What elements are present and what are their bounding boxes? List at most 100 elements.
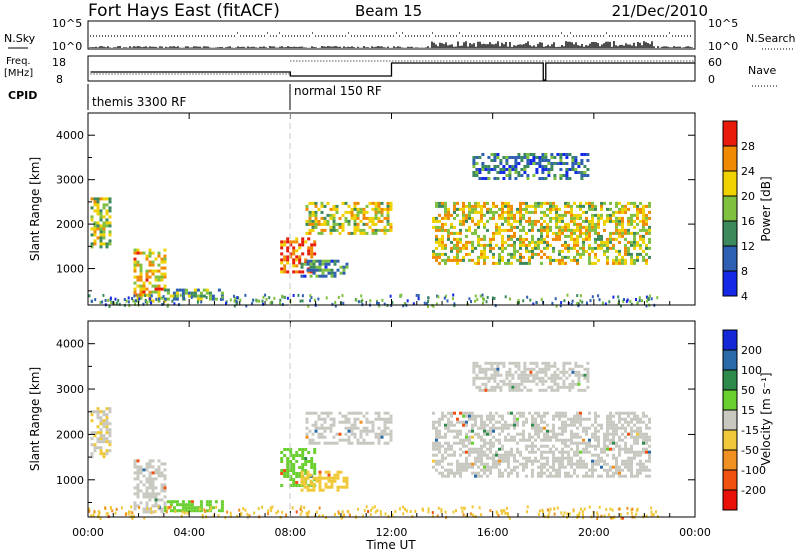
echo-cell [145,486,149,490]
echo-cell [561,219,564,223]
echo-cell [480,243,483,247]
echo-cell [311,411,315,415]
echo-cell [597,474,600,478]
echo-cell [365,432,369,436]
echo-cell [208,291,212,295]
echo-cell [519,213,522,217]
echo-cell [157,287,161,291]
echo-cell [447,216,450,220]
echo-cell [556,382,560,386]
echo-cell [555,411,558,415]
echo-cell [459,441,462,445]
scatter-cell [522,299,525,303]
echo-cell [330,274,334,278]
echo-cell [528,255,531,259]
echo-cell [573,201,576,205]
echo-cell [519,240,522,244]
echo-cell [329,213,333,217]
echo-cell [538,162,542,165]
echo-cell [139,501,143,505]
echo-cell [324,485,328,489]
echo-cell [447,255,450,259]
echo-cell [576,459,579,463]
echo-cell [546,474,549,478]
echo-cell [347,204,351,208]
echo-cell [336,473,340,477]
echo-cell [368,441,372,445]
echo-cell [377,201,381,205]
echo-cell [642,225,645,229]
echo-cell [105,245,109,249]
scatter-cell [299,507,302,511]
echo-cell [377,219,381,223]
echo-cell [514,168,518,171]
scatter-cell [233,299,236,303]
echo-cell [475,162,479,165]
velocity-colorbar-swatch [723,330,737,351]
echo-cell [318,479,322,483]
echo-cell [553,373,557,377]
scatter-cell [436,302,438,306]
echo-cell [532,379,536,383]
echo-cell [300,476,304,480]
echo-cell [501,240,504,244]
beam-label: Beam 15 [355,2,422,20]
echo-cell [630,444,633,448]
echo-cell [347,210,351,214]
echo-cell [579,417,582,421]
echo-cell [570,231,573,235]
echo-cell [99,428,103,432]
echo-cell [353,207,357,211]
echo-cell [105,212,109,216]
echo-cell [561,420,564,424]
echo-cell [211,297,215,301]
echo-cell [630,435,633,439]
echo-cell [474,207,477,211]
echo-cell [531,435,534,439]
echo-cell [594,237,597,241]
echo-cell [154,471,158,475]
echo-cell [496,165,500,168]
echo-cell [648,456,651,460]
echo-cell [481,165,485,168]
scatter-cell [609,507,612,511]
echo-cell [295,454,299,457]
echo-cell [96,446,100,450]
echo-cell [386,222,390,226]
echo-cell [549,447,552,451]
echo-cell [495,231,498,235]
echo-region-4 [300,259,349,278]
echo-cell [139,275,143,279]
echo-cell [522,213,525,217]
echo-cell [462,213,465,217]
echo-cell [501,249,504,253]
echo-cell [289,240,293,244]
echo-cell [523,153,527,156]
power-colorbar-tick-label: 24 [741,165,755,178]
echo-cell [567,459,570,463]
echo-cell [301,451,305,454]
echo-cell [568,177,572,180]
echo-cell [579,228,582,232]
scatter-cell [540,297,543,301]
echo-cell [553,174,557,177]
echo-cell [609,432,612,436]
echo-cell [594,426,597,430]
echo-cell [324,259,328,263]
echo-cell [565,153,569,156]
echo-cell [321,271,325,275]
echo-cell [486,432,489,436]
scatter-cell [269,301,272,305]
echo-cell [636,222,639,226]
echo-cell [537,432,540,436]
echo-cell [603,243,606,247]
echo-cell [311,432,315,436]
echo-cell [163,474,167,478]
echo-cell [301,243,305,247]
echo-cell [588,222,591,226]
echo-cell [292,466,296,469]
echo-cell [298,472,302,475]
echo-cell [208,503,212,507]
echo-cell [609,207,612,211]
